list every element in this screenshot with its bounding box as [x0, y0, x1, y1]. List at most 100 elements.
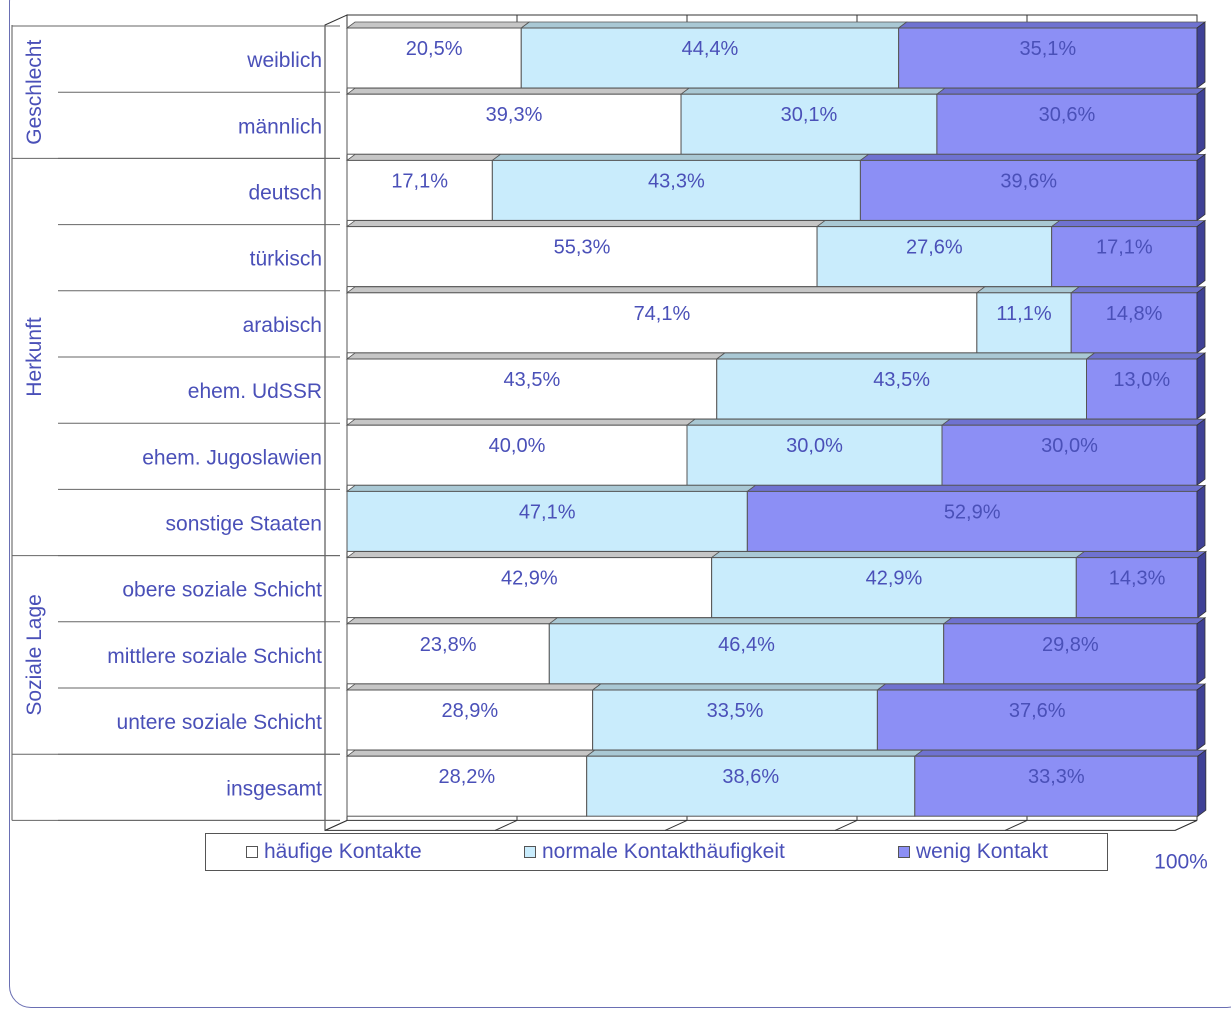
data-label: 27,6%: [906, 237, 963, 259]
legend-label-wenig: wenig Kontakt: [916, 840, 1048, 863]
bar-segment-wenig-kontakt: [1086, 358, 1198, 420]
bar-side-face: [1196, 285, 1206, 354]
category-label-sonstige-staaten: sonstige Staaten: [166, 513, 322, 536]
bar-top-face: [345, 617, 559, 625]
legend-item-wenig: wenig Kontakt: [898, 840, 1048, 864]
category-label-ehem-udssr: ehem. UdSSR: [188, 380, 322, 403]
bar-segment-normale-kontakthaeufigkeit: [491, 159, 861, 221]
data-label: 17,1%: [391, 170, 448, 192]
bar-segment-haeufige-kontakte: [346, 226, 818, 288]
data-label: 29,8%: [1042, 634, 1099, 656]
group-label-geschlecht: Geschlecht: [23, 40, 46, 145]
bar-top-face: [942, 617, 1207, 625]
legend-swatch-normal: [524, 846, 536, 858]
bar-top-face: [345, 87, 691, 95]
bar-top-face: [975, 286, 1081, 294]
data-label: 28,9%: [441, 700, 498, 722]
bar-side-face: [1196, 87, 1206, 155]
bar-side-face: [1196, 352, 1206, 420]
category-label-tuerkisch: türkisch: [250, 248, 322, 271]
bar-segment-haeufige-kontakte: [346, 358, 718, 420]
bar-top-face: [345, 749, 596, 757]
category-label-obere-soziale-schicht: obere soziale Schicht: [122, 579, 322, 602]
data-label: 20,5%: [406, 38, 463, 60]
data-label: 11,1%: [996, 303, 1051, 325]
bar-segment-wenig-kontakt: [1070, 292, 1198, 354]
bar-top-face: [913, 749, 1208, 757]
bar-top-face: [345, 551, 721, 558]
bar-segment-normale-kontakthaeufigkeit: [520, 27, 900, 89]
bar-top-face: [940, 418, 1207, 426]
gridline-floor: [494, 819, 518, 831]
data-label: 38,6%: [722, 766, 779, 788]
data-label: 42,9%: [501, 568, 558, 590]
data-label: 14,8%: [1106, 303, 1163, 325]
group-label-soziale-lage: Soziale Lage: [23, 594, 46, 715]
bar-segment-wenig-kontakt: [859, 159, 1198, 221]
data-label: 13,0%: [1113, 369, 1170, 391]
bar-top-face: [1050, 220, 1207, 228]
data-label: 43,5%: [504, 369, 561, 391]
data-label: 30,6%: [1039, 104, 1096, 126]
plot-floor: [324, 819, 1198, 831]
bar-top-face: [685, 418, 952, 426]
bar-top-face: [876, 683, 1207, 691]
bar-top-face: [679, 87, 947, 95]
category-label-deutsch: deutsch: [248, 182, 322, 205]
bar-top-face: [345, 21, 531, 29]
bar-side-face: [1196, 418, 1206, 487]
bar-segment-normale-kontakthaeufigkeit: [346, 490, 748, 552]
bar-segment-wenig-kontakt: [876, 689, 1198, 751]
bar-top-face: [710, 551, 1086, 558]
legend-label-haeufig: häufige Kontakte: [264, 840, 422, 863]
bar-top-face: [1069, 286, 1207, 294]
bar-segment-normale-kontakthaeufigkeit: [716, 358, 1087, 420]
data-label: 35,1%: [1019, 38, 1076, 60]
legend: häufige Kontakte normale Kontakthäufigke…: [205, 833, 1108, 871]
bar-top-face: [520, 21, 908, 29]
bar-segment-wenig-kontakt: [936, 93, 1198, 155]
bar-side-face: [1197, 550, 1207, 619]
data-label: 23,8%: [420, 634, 477, 656]
data-label: 30,0%: [1041, 435, 1098, 457]
legend-swatch-wenig: [898, 846, 910, 858]
data-label: 47,1%: [519, 501, 576, 523]
category-label-untere-soziale-schicht: untere soziale Schicht: [117, 711, 323, 734]
bar-top-face: [746, 484, 1207, 492]
bar-segment-normale-kontakthaeufigkeit: [548, 623, 945, 685]
data-label: 33,3%: [1028, 766, 1085, 788]
bar-segment-wenig-kontakt: [898, 27, 1198, 89]
bar-segment-wenig-kontakt: [1075, 557, 1199, 619]
bar-segment-normale-kontakthaeufigkeit: [686, 424, 943, 486]
data-label: 30,0%: [786, 435, 843, 457]
bar-top-face: [345, 153, 502, 161]
data-label: 42,9%: [866, 568, 923, 590]
bar-segment-haeufige-kontakte: [346, 93, 682, 155]
bar-segment-normale-kontakthaeufigkeit: [592, 689, 878, 751]
bar-top-face: [491, 153, 870, 161]
bar-top-face: [1085, 352, 1207, 360]
data-label: 46,4%: [718, 634, 775, 656]
category-label-insgesamt: insgesamt: [226, 777, 322, 800]
bar-segment-normale-kontakthaeufigkeit: [586, 755, 916, 817]
data-label: 44,4%: [682, 38, 739, 60]
category-label-maennlich: männlich: [238, 115, 322, 138]
bar-top-face: [585, 749, 924, 757]
bar-segment-haeufige-kontakte: [346, 623, 550, 685]
bar-top-face: [345, 220, 827, 228]
bar-top-face: [591, 683, 887, 691]
category-label-mittlere-soziale-schicht: mittlere soziale Schicht: [107, 645, 322, 668]
bar-segment-wenig-kontakt: [943, 623, 1198, 685]
gridline-floor: [324, 819, 348, 831]
bar-top-face: [859, 153, 1207, 161]
bar-top-face: [345, 484, 757, 492]
data-label: 40,0%: [489, 435, 546, 457]
bar-segment-wenig-kontakt: [914, 755, 1199, 817]
bar-top-face: [935, 87, 1207, 95]
data-label: 52,9%: [944, 501, 1001, 523]
x-tick-label: 100%: [1154, 850, 1208, 873]
data-label: 28,2%: [438, 766, 495, 788]
bar-top-face: [345, 286, 987, 294]
bar-segment-normale-kontakthaeufigkeit: [680, 93, 938, 155]
bar-top-face: [897, 21, 1207, 29]
